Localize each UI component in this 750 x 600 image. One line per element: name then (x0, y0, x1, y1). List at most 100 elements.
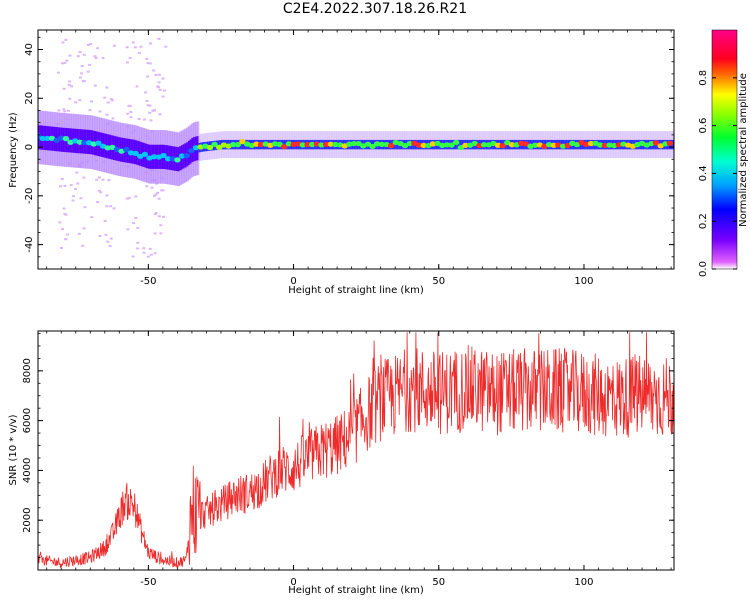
colorbar-gradient (711, 29, 738, 270)
spectrogram-core (327, 141, 334, 147)
spectrogram-core (39, 135, 46, 142)
spectrogram-band (241, 139, 245, 150)
spectrogram-core (494, 142, 502, 148)
snr-series-line (38, 332, 674, 569)
spectrogram-speckle (93, 55, 97, 58)
spectrogram-speckle (162, 89, 166, 92)
spectrogram-speckle (103, 96, 107, 99)
spectrogram-speckle (158, 113, 162, 116)
spectrogram-speckle (128, 105, 132, 108)
spectrogram-speckle (154, 212, 158, 215)
spectrogram-speckle (146, 104, 150, 107)
spectrogram-speckle (104, 233, 108, 236)
spectrogram-speckle (63, 62, 67, 65)
spectrogram-speckle (98, 234, 102, 237)
spectrogram-speckle (83, 206, 87, 209)
spectrogram-speckle (60, 178, 64, 181)
spectrogram-core (234, 142, 242, 148)
spectrogram-speckle (78, 99, 82, 102)
spectrogram-core (123, 146, 130, 153)
spectrogram-core (652, 140, 660, 146)
spectrogram-core (164, 156, 172, 162)
spectrogram-speckle (148, 247, 152, 250)
colorbar-ticks: 0.0 0.2 0.4 0.6 0.8 (698, 70, 737, 277)
snr-x-tick-label: -50 (140, 577, 156, 588)
spectrogram-speckle (68, 80, 72, 83)
colorbar-tick-label: 0.0 (698, 261, 709, 277)
snr-y-ticks: 2000 4000 6000 8000 (22, 333, 674, 558)
spectrogram-speckle (112, 44, 116, 47)
spectrogram-speckle (142, 247, 146, 250)
spectrogram-speckle (76, 55, 80, 58)
spectrogram-speckle (66, 109, 70, 112)
spectrogram-speckle (142, 251, 146, 254)
spectrogram-speckle (146, 62, 150, 65)
spectrogram-speckle (74, 101, 78, 104)
spectrogram-speckle (131, 41, 135, 44)
spectrogram-core (355, 140, 362, 147)
spectrogram-y-label: Frequency (Hz) (8, 112, 19, 188)
spectrogram-core (53, 137, 60, 143)
spectrogram-speckle (103, 219, 107, 222)
snr-y-tick-label: 4000 (22, 458, 33, 483)
spectrogram-core (160, 152, 167, 159)
spectrogram-speckle (64, 213, 68, 216)
spectrogram-speckle (59, 185, 63, 188)
spectrogram-speckle (106, 101, 110, 104)
spectrogram-speckle (59, 246, 63, 249)
spectrogram-speckle (153, 252, 157, 255)
spectrogram-x-tick-label: 100 (574, 276, 593, 287)
spectrogram-speckle (107, 179, 111, 182)
spectrogram-core (253, 141, 260, 147)
spectrogram-speckle (62, 207, 66, 210)
spectrogram-speckle (145, 57, 149, 60)
snr-marks (38, 332, 674, 569)
spectrogram-core (601, 142, 609, 149)
spectrogram-speckle (74, 188, 78, 191)
spectrogram-core (332, 141, 339, 148)
spectrogram-speckle (157, 81, 161, 84)
spectrogram-speckle (156, 85, 160, 88)
spectrogram-speckle (72, 195, 76, 198)
spectrogram-speckle (90, 216, 94, 219)
spectrogram-speckle (68, 54, 72, 57)
spectrogram-core (216, 144, 223, 150)
spectrogram-marks (38, 37, 674, 258)
spectrogram-speckle (101, 57, 105, 60)
spectrogram-x-label: Height of straight line (km) (288, 285, 424, 296)
spectrogram-speckle (90, 100, 94, 103)
spectrogram-speckle (125, 46, 129, 49)
spectrogram-speckle (125, 61, 129, 64)
snr-x-tick-label: 100 (574, 577, 593, 588)
spectrogram-speckle (76, 182, 80, 185)
spectrogram-core (276, 141, 283, 147)
spectrogram-speckle (64, 38, 68, 41)
spectrogram-speckle (150, 186, 154, 189)
spectrogram-core (522, 141, 530, 147)
snr-panel: -50 0 50 100 2000 4000 6000 8000 Height of str… (8, 330, 675, 596)
spectrogram-speckle (159, 224, 163, 227)
spectrogram-speckle (109, 205, 113, 208)
spectrogram-speckle (126, 112, 130, 115)
spectrogram-speckle (135, 85, 139, 88)
spectrogram-speckle (149, 119, 153, 122)
spectrogram-speckle (96, 47, 100, 50)
spectrogram-band (672, 139, 674, 150)
spectrogram-speckle (88, 63, 92, 66)
spectrogram-speckle (81, 244, 85, 247)
spectrogram-speckle (98, 110, 102, 113)
spectrogram-core (95, 140, 102, 146)
spectrogram-speckle (89, 43, 93, 46)
spectrogram-speckle (128, 56, 132, 59)
spectrogram-core (76, 139, 84, 145)
spectrogram-core (308, 141, 316, 148)
spectrogram-speckle (101, 178, 105, 181)
spectrogram-speckle (154, 193, 158, 196)
spectrogram-y-ticks: -40 -20 0 20 40 (24, 36, 674, 270)
spectrogram-speckle (148, 42, 152, 45)
spectrogram-speckle (155, 182, 159, 185)
spectrogram-speckle (70, 85, 74, 88)
spectrogram-speckle (112, 207, 116, 210)
spectrogram-core (550, 142, 557, 148)
